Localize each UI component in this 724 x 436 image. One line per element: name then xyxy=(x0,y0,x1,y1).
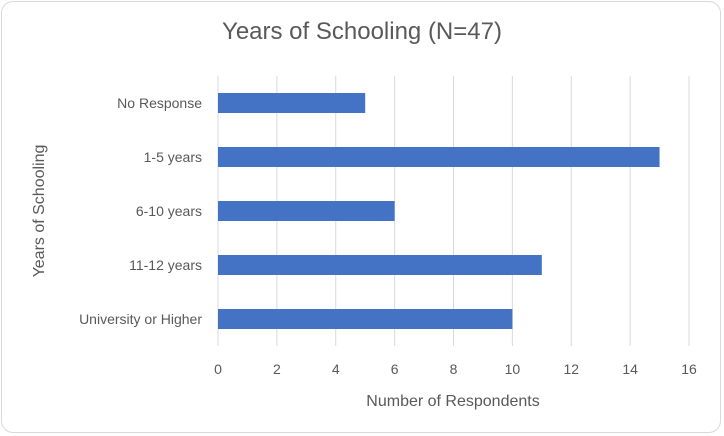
x-tick-label: 14 xyxy=(622,361,638,377)
category-label: 6-10 years xyxy=(136,203,202,219)
category-label: 11-12 years xyxy=(129,257,202,273)
category-label: 1-5 years xyxy=(144,149,202,165)
category-label: No Response xyxy=(117,95,202,111)
x-tick-label: 0 xyxy=(214,361,222,377)
bar xyxy=(218,255,542,275)
x-tick-labels: 0 2 4 6 8 10 12 14 16 xyxy=(214,361,697,377)
bar xyxy=(218,147,660,167)
bar xyxy=(218,309,513,329)
category-label: University or Higher xyxy=(79,311,202,327)
x-tick-label: 2 xyxy=(273,361,281,377)
category-labels: No Response 1-5 years 6-10 years 11-12 year… xyxy=(79,95,202,327)
x-axis-title: Number of Respondents xyxy=(366,393,539,410)
y-axis-title: Years of Schooling xyxy=(31,145,48,278)
x-tick-label: 16 xyxy=(681,361,697,377)
bar xyxy=(218,93,366,113)
x-tick-label: 4 xyxy=(332,361,340,377)
x-tick-label: 12 xyxy=(563,361,579,377)
x-tick-label: 8 xyxy=(450,361,458,377)
bar xyxy=(218,201,395,221)
x-tick-label: 6 xyxy=(391,361,399,377)
bars xyxy=(218,93,660,329)
x-tick-label: 10 xyxy=(505,361,521,377)
chart-title: Years of Schooling (N=47) xyxy=(222,18,502,45)
